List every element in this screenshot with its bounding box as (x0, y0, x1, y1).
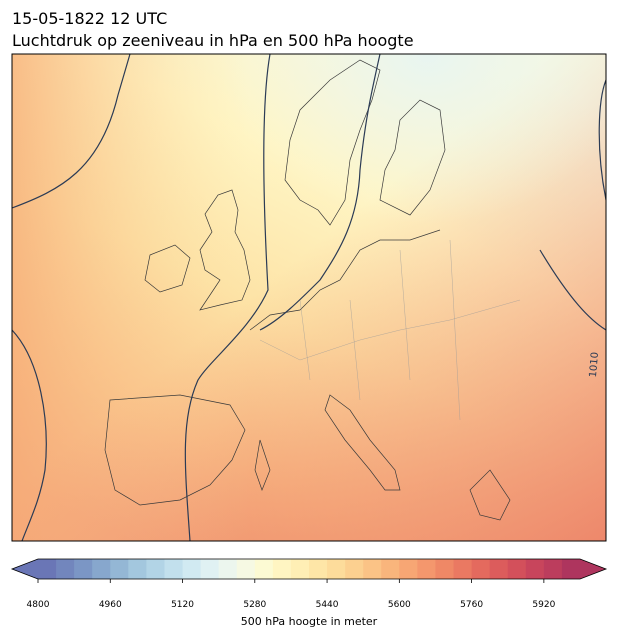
colorbar-segment (345, 559, 364, 579)
colorbar-segment (561, 559, 581, 579)
colorbar-tick-label: 5600 (388, 600, 411, 610)
colorbar-segment (110, 559, 129, 579)
colorbar-tick-label: 5440 (316, 600, 339, 610)
colorbar-segment (92, 559, 111, 579)
isobar-label: 1010 (588, 352, 601, 378)
colorbar-segment (218, 559, 238, 579)
colorbar-segment (272, 559, 292, 579)
colorbar-segment (290, 559, 310, 579)
colorbar-segment (38, 559, 57, 579)
colorbar-tick-label: 4800 (27, 600, 50, 610)
colorbar-segment (236, 559, 256, 579)
colorbar-segment (543, 559, 563, 579)
colorbar-segment (507, 559, 527, 579)
colorbar-segment (381, 559, 400, 579)
colorbar-tick-label: 5120 (171, 600, 194, 610)
colorbar-segment (164, 559, 184, 579)
colorbar-tick-label: 4960 (99, 600, 122, 610)
colorbar-segment (128, 559, 147, 579)
colorbar-segment (146, 559, 165, 579)
colorbar-tick-label: 5280 (243, 600, 266, 610)
colorbar-tick-label: 5760 (460, 600, 483, 610)
colorbar-segment (471, 559, 491, 579)
colorbar-segment (56, 559, 75, 579)
colorbar-segment (363, 559, 382, 579)
colorbar-label: 500 hPa hoogte in meter (241, 615, 378, 628)
colorbar-segment (200, 559, 220, 579)
colorbar-segment (74, 559, 93, 579)
colorbar-segment (417, 559, 436, 579)
title: 15-05-1822 12 UTC (12, 9, 167, 28)
colorbar-segment (435, 559, 455, 579)
subtitle: Luchtdruk op zeeniveau in hPa en 500 hPa… (12, 31, 414, 50)
colorbar-segment (489, 559, 509, 579)
colorbar-segment (453, 559, 473, 579)
colorbar-segment (525, 559, 545, 579)
colorbar-segment (399, 559, 418, 579)
colorbar-segment (327, 559, 346, 579)
colorbar-segment (182, 559, 202, 579)
colorbar-segment (309, 559, 328, 579)
colorbar-under (12, 559, 38, 579)
map-frame (11, 53, 607, 542)
colorbar-over (580, 559, 606, 579)
map (12, 54, 606, 541)
colorbar-tick-label: 5920 (532, 600, 555, 610)
colorbar-segment (254, 559, 274, 579)
